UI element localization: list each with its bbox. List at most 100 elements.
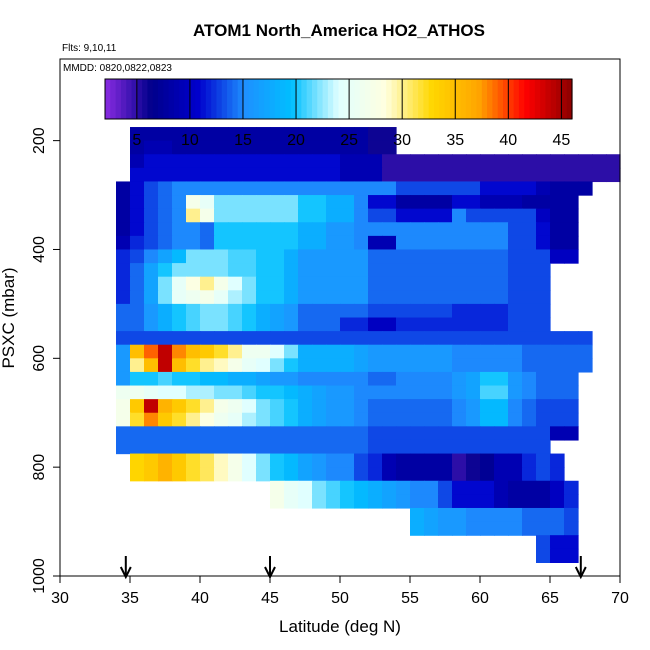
heatmap-cell <box>578 358 593 373</box>
heatmap-cell <box>326 303 341 319</box>
heatmap-cell <box>368 208 383 223</box>
heatmap-cell <box>186 154 201 169</box>
heatmap-cell <box>536 249 551 264</box>
heatmap-cell <box>494 235 509 251</box>
heatmap-cell <box>536 344 551 359</box>
colorbar-swatch <box>142 79 149 119</box>
heatmap-cell <box>144 358 159 373</box>
heatmap-cell <box>354 412 369 427</box>
heatmap-cell <box>242 127 257 142</box>
colorbar-swatch <box>455 79 462 119</box>
heatmap-cell <box>284 181 299 196</box>
heatmap-cell <box>312 453 327 468</box>
heatmap-cell <box>368 358 383 373</box>
colorbar-swatch <box>375 79 382 119</box>
heatmap-cell <box>326 181 341 196</box>
heatmap-cell <box>522 317 537 332</box>
heatmap-cell <box>424 507 439 523</box>
colorbar-swatch <box>359 79 366 119</box>
colorbar-swatch <box>449 79 456 119</box>
heatmap-cell <box>158 154 173 169</box>
heatmap-cell <box>312 167 327 183</box>
heatmap-cell <box>466 385 481 400</box>
heatmap-cell <box>550 385 565 400</box>
heatmap-cell <box>382 385 397 400</box>
heatmap-cell <box>284 290 299 305</box>
heatmap-cell <box>158 195 173 210</box>
heatmap-cell <box>368 439 383 455</box>
heatmap-cell <box>270 181 285 196</box>
heatmap-cell <box>214 453 229 468</box>
heatmap-cell <box>228 222 243 237</box>
heatmap-cell <box>326 439 341 455</box>
heatmap-cell <box>200 222 215 237</box>
colorbar-swatch <box>380 79 387 119</box>
colorbar-swatch <box>396 79 403 119</box>
heatmap-cell <box>116 222 131 237</box>
heatmap-cell <box>564 222 579 237</box>
heatmap-cell <box>256 235 271 251</box>
heatmap-cell <box>130 181 145 196</box>
heatmap-cell <box>270 371 285 387</box>
heatmap-cell <box>340 439 355 455</box>
heatmap-cell <box>270 208 285 223</box>
heatmap-cell <box>396 385 411 400</box>
heatmap-cell <box>298 439 313 455</box>
colorbar-swatch <box>221 79 228 119</box>
heatmap-cell <box>410 181 425 196</box>
heatmap-cell <box>228 290 243 305</box>
heatmap-cell <box>270 494 285 509</box>
heatmap-cell <box>312 494 327 509</box>
heatmap-cell <box>424 303 439 319</box>
heatmap-cell <box>340 303 355 319</box>
heatmap-cell <box>480 235 495 251</box>
heatmap-cell <box>298 249 313 264</box>
heatmap-cell <box>200 276 215 291</box>
heatmap-cell <box>186 358 201 373</box>
heatmap-cell <box>494 399 509 414</box>
colorbar-swatch <box>227 79 233 119</box>
heatmap-cell <box>368 222 383 237</box>
heatmap-cell <box>340 344 355 359</box>
heatmap-cell <box>466 303 481 319</box>
heatmap-cell <box>116 385 131 400</box>
heatmap-cell <box>270 235 285 251</box>
heatmap-cell <box>410 276 425 291</box>
heatmap-cell <box>564 494 579 509</box>
heatmap-cell <box>410 167 425 183</box>
heatmap-cell <box>550 426 565 441</box>
heatmap-cell <box>424 249 439 264</box>
heatmap-cell <box>172 412 187 427</box>
colorbar-frame <box>104 78 573 120</box>
heatmap-cell <box>228 453 243 468</box>
heatmap-cell <box>522 208 537 223</box>
heatmap-cell <box>466 276 481 291</box>
heatmap-cell <box>480 249 495 264</box>
heatmap-cell <box>564 331 579 346</box>
heatmap-cell <box>340 331 355 346</box>
heatmap-cell <box>536 235 551 251</box>
heatmap-cell <box>256 154 271 169</box>
heatmap-cell <box>438 263 453 278</box>
heatmap-cell <box>130 344 145 359</box>
heatmap-cell <box>424 167 439 183</box>
heatmap-cell <box>284 426 299 441</box>
heatmap-cell <box>494 344 509 359</box>
heatmap-cell <box>326 467 341 482</box>
colorbar-swatch <box>285 79 292 119</box>
colorbar-tick-label: 25 <box>340 132 358 149</box>
heatmap-cell <box>214 371 229 387</box>
heatmap-cell <box>606 154 621 169</box>
heatmap-cell <box>242 385 257 400</box>
heatmap-cell <box>354 303 369 319</box>
heatmap-cell <box>340 181 355 196</box>
heatmap-cell <box>186 127 201 142</box>
chart-title: ATOM1 North_America HO2_ATHOS <box>193 21 485 40</box>
heatmap-cell <box>200 181 215 196</box>
heatmap-cell <box>396 290 411 305</box>
heatmap-cell <box>382 181 397 196</box>
heatmap-cell <box>508 467 523 482</box>
heatmap-cell <box>256 195 271 210</box>
heatmap-cell <box>298 385 313 400</box>
heatmap-cell <box>256 208 271 223</box>
